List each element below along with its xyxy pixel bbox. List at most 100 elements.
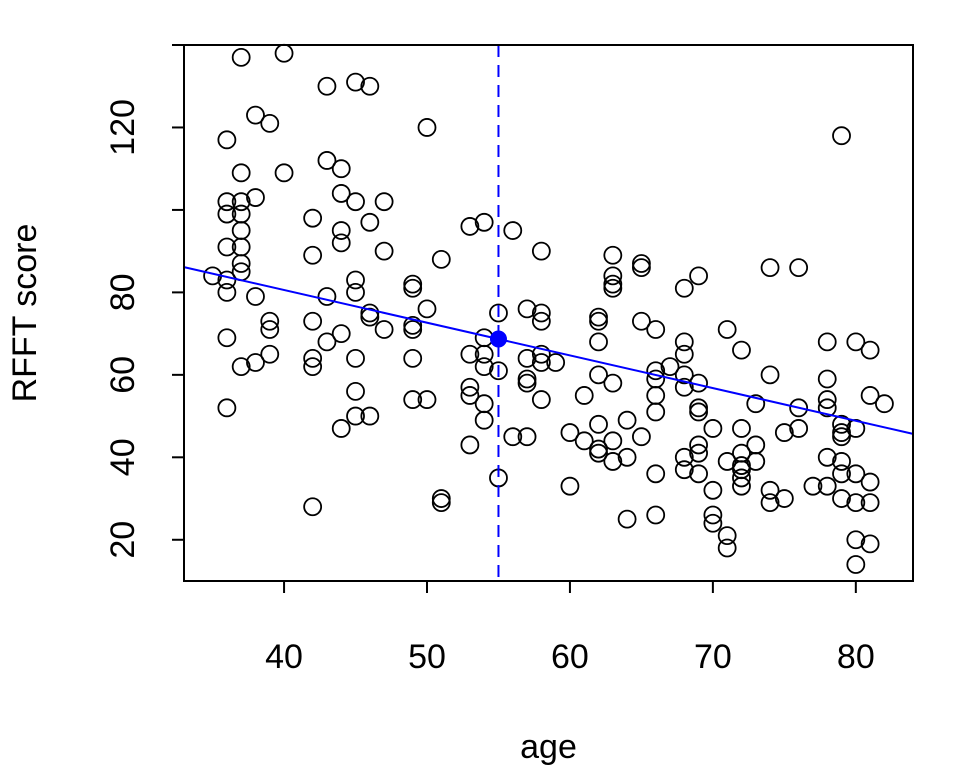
data-point — [689, 402, 708, 422]
data-point — [346, 270, 365, 290]
data-point — [231, 163, 251, 183]
data-point — [217, 204, 237, 224]
data-point — [403, 274, 423, 294]
data-point — [260, 320, 280, 339]
data-point — [860, 472, 880, 492]
data-point — [531, 344, 551, 364]
data-point — [346, 406, 365, 426]
data-point — [774, 423, 794, 442]
data-point — [603, 245, 623, 265]
data-point — [374, 241, 394, 261]
overlay-layer — [183, 45, 914, 581]
data-point — [546, 353, 566, 372]
data-point — [846, 493, 866, 513]
data-point — [331, 233, 351, 253]
data-point — [260, 311, 280, 331]
data-point — [703, 419, 723, 438]
data-point — [374, 320, 394, 339]
data-point — [646, 361, 666, 381]
data-point — [403, 315, 423, 335]
data-point — [217, 237, 237, 257]
data-point — [674, 377, 694, 397]
data-point — [603, 274, 623, 294]
data-point — [717, 320, 737, 339]
data-point — [875, 394, 894, 414]
data-point — [346, 348, 365, 368]
x-tick-label: 80 — [837, 638, 875, 676]
data-point — [646, 386, 666, 405]
data-point — [403, 320, 423, 339]
y-tick-label: 80 — [104, 273, 142, 311]
data-point — [817, 398, 837, 418]
data-point — [860, 493, 880, 513]
data-point — [531, 241, 551, 261]
data-point — [846, 464, 866, 484]
data-point — [474, 212, 494, 232]
data-point — [303, 348, 323, 368]
data-point — [589, 365, 608, 385]
data-point — [474, 394, 494, 414]
highlight-point — [489, 330, 507, 348]
data-point — [474, 357, 494, 377]
data-point — [603, 278, 623, 298]
data-point — [317, 151, 337, 170]
data-point — [346, 72, 365, 92]
data-point — [832, 126, 851, 146]
data-point — [746, 452, 766, 471]
data-point — [689, 266, 708, 286]
y-tick-label: 60 — [104, 356, 142, 394]
data-point — [517, 348, 537, 368]
data-point — [717, 538, 737, 558]
data-point — [632, 311, 651, 331]
data-point — [632, 427, 651, 447]
data-point — [646, 320, 666, 339]
data-point — [703, 505, 723, 525]
plot-frame — [183, 44, 914, 582]
data-point — [303, 357, 323, 377]
x-tick-label: 70 — [694, 638, 732, 676]
data-point — [374, 192, 394, 212]
x-axis: 40 50 60 70 80 — [265, 580, 875, 676]
data-point — [746, 394, 766, 414]
data-point — [417, 299, 437, 319]
data-point — [331, 419, 351, 438]
data-point — [774, 489, 794, 508]
data-point — [274, 163, 294, 183]
data-point — [217, 192, 237, 212]
x-tick-label: 50 — [408, 638, 446, 676]
data-point — [689, 398, 708, 418]
data-point — [303, 245, 323, 265]
data-point — [517, 427, 537, 447]
data-point — [346, 282, 365, 302]
data-point — [732, 456, 751, 475]
data-point — [346, 381, 365, 401]
data-point — [603, 266, 623, 286]
data-point — [560, 423, 580, 442]
data-point — [246, 287, 265, 306]
data-point — [460, 377, 480, 397]
data-point — [531, 353, 551, 372]
data-point — [832, 423, 851, 442]
data-point — [832, 427, 851, 447]
data-point — [732, 419, 751, 438]
data-point — [303, 311, 323, 331]
data-point — [360, 406, 380, 426]
data-point — [760, 493, 780, 513]
data-point — [617, 410, 637, 430]
data-point — [574, 386, 594, 405]
data-point — [674, 460, 694, 480]
data-point — [646, 402, 666, 422]
data-point — [246, 353, 265, 372]
data-point — [503, 221, 523, 240]
data-point — [531, 311, 551, 331]
data-point — [674, 365, 694, 385]
data-point — [589, 443, 608, 463]
points-layer — [203, 43, 894, 574]
data-point — [760, 258, 780, 278]
data-point — [417, 118, 437, 137]
data-point — [846, 555, 866, 574]
data-point — [603, 431, 623, 451]
regression-line — [183, 266, 914, 435]
data-point — [589, 311, 608, 331]
data-point — [717, 526, 737, 546]
